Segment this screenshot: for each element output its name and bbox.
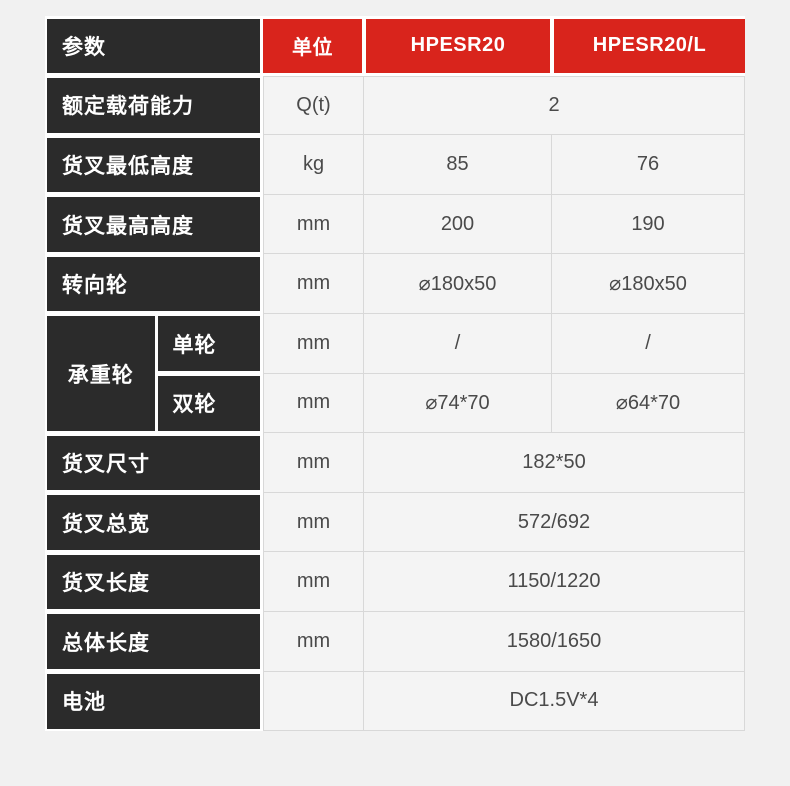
value-cell: 190 (552, 194, 745, 255)
label-battery: 电池 (47, 674, 260, 729)
value-cell: ⌀180x50 (364, 254, 552, 314)
header-unit-cell: 单位 (263, 18, 362, 74)
label-rated-load-capacity: 额定载荷能力 (47, 78, 260, 133)
unit-cell: kg (263, 135, 364, 195)
spec-table: 参数 单位 HPESR20 HPESR20/L 额定载荷能力 Q(t) 2 货叉… (45, 16, 745, 732)
unit-cell: mm (263, 313, 364, 374)
value-cell: 2 (364, 75, 745, 136)
value-cell: / (364, 313, 552, 374)
value-cell: 200 (364, 194, 552, 255)
label-double-wheel: 双轮 (157, 376, 260, 431)
unit-cell: mm (263, 492, 364, 553)
header-model1-cell: HPESR20 (366, 18, 550, 74)
value-cell: 182*50 (364, 433, 745, 493)
label-single-wheel: 单轮 (157, 316, 260, 372)
value-cell: 85 (364, 135, 552, 195)
label-steering-wheel: 转向轮 (47, 256, 260, 312)
label-fork-overall-width: 货叉总宽 (47, 495, 260, 550)
value-cell: 1150/1220 (364, 552, 745, 612)
unit-cell: Q(t) (263, 75, 364, 136)
value-cell: 1580/1650 (364, 611, 745, 672)
value-cell: ⌀64*70 (552, 373, 745, 434)
unit-cell: mm (263, 611, 364, 672)
header-param-cell: 参数 (47, 18, 260, 74)
label-fork-length: 货叉长度 (47, 554, 260, 610)
header-model2-cell: HPESR20/L (554, 18, 745, 74)
value-cell: / (552, 313, 745, 374)
unit-cell (263, 671, 364, 732)
label-fork-min-height: 货叉最低高度 (47, 137, 260, 193)
label-load-wheel-group: 承重轮 (47, 316, 155, 431)
label-fork-max-height: 货叉最高高度 (47, 197, 260, 252)
value-cell: DC1.5V*4 (364, 671, 745, 732)
value-cell: ⌀74*70 (364, 373, 552, 434)
value-cell: 76 (552, 135, 745, 195)
unit-cell: mm (263, 433, 364, 493)
unit-cell: mm (263, 254, 364, 314)
label-overall-length: 总体长度 (47, 614, 260, 670)
value-cell: 572/692 (364, 492, 745, 553)
label-fork-size: 货叉尺寸 (47, 435, 260, 491)
unit-cell: mm (263, 373, 364, 434)
value-cell: ⌀180x50 (552, 254, 745, 314)
unit-cell: mm (263, 552, 364, 612)
unit-cell: mm (263, 194, 364, 255)
